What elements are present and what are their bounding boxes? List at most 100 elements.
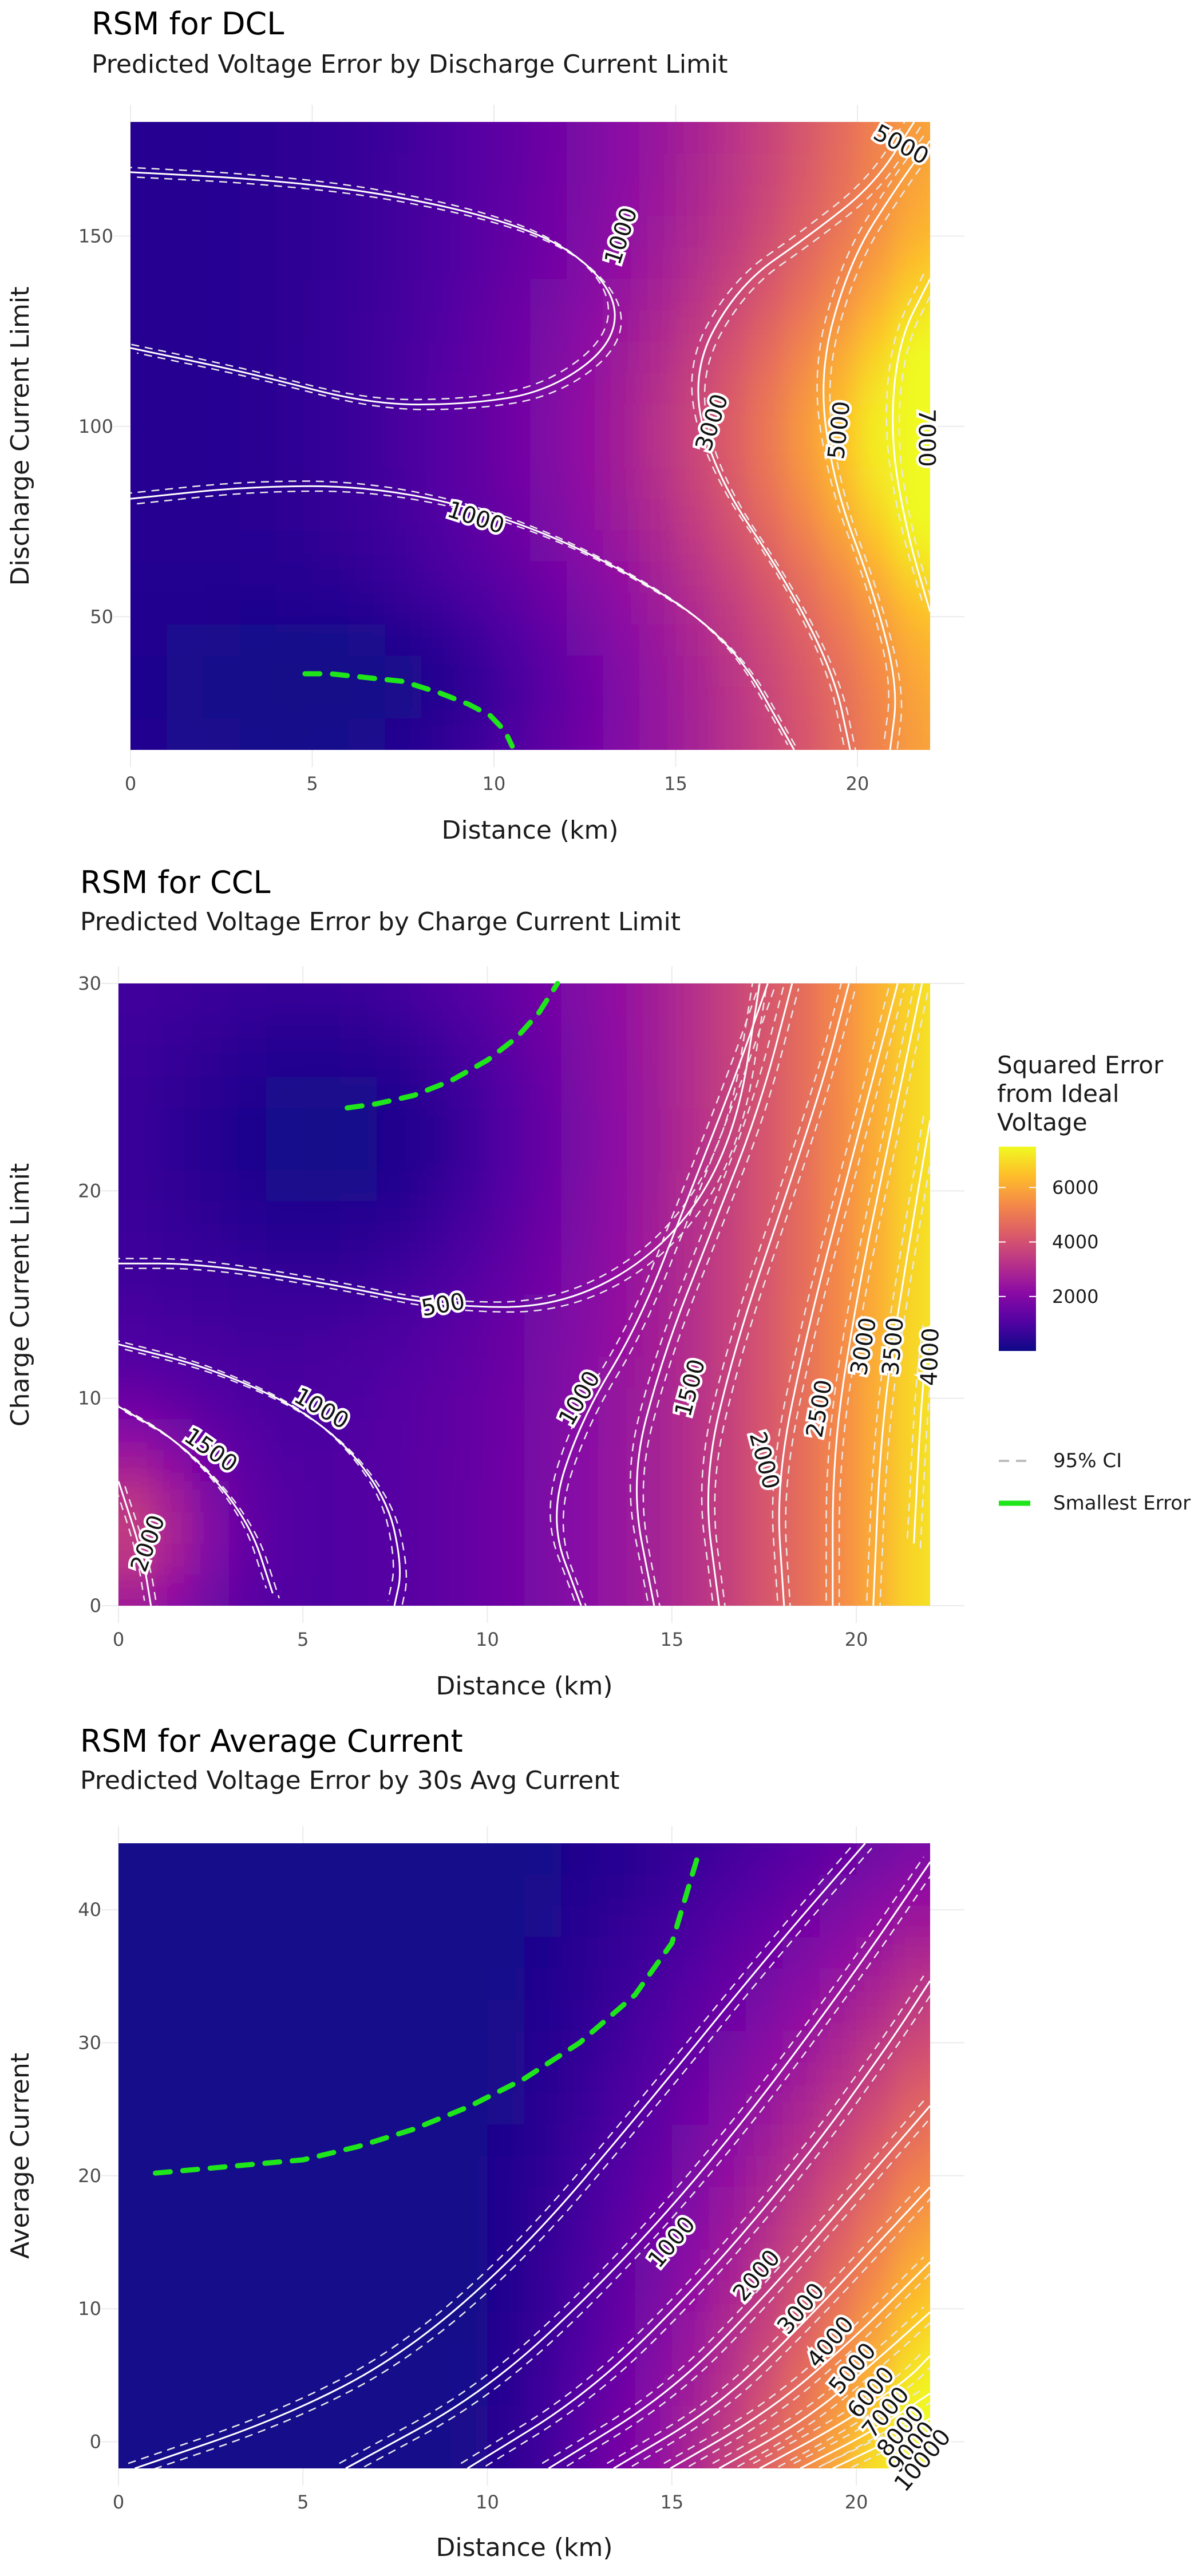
- heatmap-cell: [893, 2281, 930, 2313]
- heatmap-cell: [639, 216, 677, 248]
- contour-line: [892, 278, 930, 613]
- heatmap-cell: [457, 247, 495, 280]
- heatmap-cell: [229, 2374, 267, 2407]
- heatmap-cell: [229, 1139, 267, 1171]
- heatmap-cell: [709, 2187, 746, 2219]
- heatmap-cell: [893, 687, 930, 720]
- heatmap-cell: [598, 1574, 636, 1606]
- heatmap-cell: [494, 530, 531, 562]
- heatmap-cell: [598, 1388, 636, 1420]
- heatmap-cell: [276, 404, 313, 437]
- heatmap-cell: [709, 1294, 746, 1326]
- heatmap-cell: [192, 2030, 230, 2063]
- heatmap-cell: [118, 2030, 156, 2063]
- heatmap-cell: [131, 530, 168, 562]
- heatmap-cell: [675, 279, 713, 311]
- heatmap-cell: [167, 687, 204, 720]
- heatmap-cell: [457, 310, 495, 342]
- heatmap-cell: [856, 983, 894, 1016]
- heatmap-cell: [857, 279, 895, 311]
- x-tick-label: 5: [306, 773, 318, 795]
- heatmap-cell: [598, 1045, 636, 1078]
- heatmap-cell: [303, 2343, 341, 2376]
- heatmap-cell: [530, 499, 567, 531]
- heatmap-cell: [567, 310, 604, 342]
- heatmap-cell: [785, 373, 822, 405]
- heatmap-cell: [118, 1045, 156, 1078]
- heatmap-cell: [229, 1170, 267, 1202]
- heatmap-cell: [192, 1874, 230, 1907]
- heatmap-cell: [131, 247, 168, 280]
- heatmap-cell: [598, 2030, 636, 2063]
- contour-line: [670, 2261, 930, 2468]
- heatmap-cell: [709, 1232, 746, 1265]
- smallest-error-path: [345, 981, 560, 1111]
- heatmap-cell: [203, 530, 240, 562]
- heatmap-cell: [266, 1843, 304, 1875]
- heatmap-cell: [450, 1014, 488, 1046]
- heatmap-cell: [561, 2281, 599, 2313]
- ci-contour: [825, 2412, 924, 2464]
- heatmap-cell: [561, 1968, 599, 2000]
- heatmap-cell: [598, 1077, 636, 1109]
- x-tick-label: 0: [113, 1629, 124, 1650]
- heatmap-cell: [131, 624, 168, 657]
- contour-line: [131, 171, 616, 406]
- heatmap-cell: [192, 1543, 230, 1575]
- heatmap-cell: [524, 2062, 562, 2094]
- y-tick-label: 10: [78, 1388, 101, 1409]
- heatmap-cell: [567, 216, 604, 248]
- heatmap-cell: [413, 1968, 452, 2000]
- heatmap-cell: [893, 2156, 930, 2188]
- heatmap-cell: [118, 2124, 156, 2156]
- contour-line: [613, 2186, 930, 2468]
- heatmap-cell: [312, 530, 349, 562]
- heatmap-cell: [413, 1481, 452, 1513]
- heatmap-cell: [450, 1874, 488, 1907]
- heatmap-cell: [229, 2093, 267, 2125]
- heatmap-cell: [303, 1170, 341, 1202]
- contour-line: [778, 983, 899, 1606]
- heatmap-cell: [635, 2156, 673, 2188]
- ci-contour: [919, 1377, 930, 1549]
- heatmap-cell: [639, 310, 677, 342]
- heatmap-cell: [118, 1906, 156, 1938]
- heatmap-cell: [893, 2374, 930, 2407]
- heatmap-cell: [377, 1108, 414, 1140]
- ci-contour: [339, 1856, 924, 2464]
- heatmap-cell: [385, 436, 422, 468]
- heatmap-cell: [303, 1543, 341, 1575]
- heatmap-cell: [598, 983, 636, 1016]
- heatmap-cell: [276, 467, 313, 500]
- heatmap-cell: [203, 341, 240, 374]
- heatmap-cell: [639, 624, 677, 657]
- heatmap-cell: [450, 1232, 488, 1265]
- heatmap-cell: [155, 2312, 193, 2344]
- heatmap-cell: [821, 592, 858, 625]
- heatmap-cell: [671, 1968, 710, 2000]
- heatmap-cell: [635, 1874, 673, 1907]
- heatmap-cell: [229, 1388, 267, 1420]
- heatmap-cell: [118, 2156, 156, 2188]
- heatmap-cell: [857, 153, 895, 185]
- heatmap-cell: [745, 1388, 784, 1420]
- heatmap-cell: [457, 499, 495, 531]
- heatmap-cell: [748, 436, 785, 468]
- heatmap-cell: [155, 1450, 193, 1482]
- heatmap-cell: [266, 1419, 304, 1451]
- heatmap-cell: [413, 2343, 452, 2376]
- heatmap-cell: [167, 561, 204, 594]
- heatmap-cell: [712, 530, 749, 562]
- ci-contour: [879, 1159, 930, 1606]
- heatmap-cell: [450, 1139, 488, 1171]
- heatmap-cell: [266, 1108, 304, 1140]
- heatmap-cell: [893, 2093, 930, 2125]
- contour-label: 3500: [877, 1316, 909, 1376]
- heatmap-cell: [239, 499, 276, 531]
- heatmap-cell: [450, 983, 488, 1016]
- heatmap-cell: [819, 983, 857, 1016]
- heatmap-cell: [893, 1481, 930, 1513]
- heatmap-cell: [303, 1450, 341, 1482]
- heatmap-cell: [312, 153, 349, 185]
- heatmap-cell: [494, 184, 531, 217]
